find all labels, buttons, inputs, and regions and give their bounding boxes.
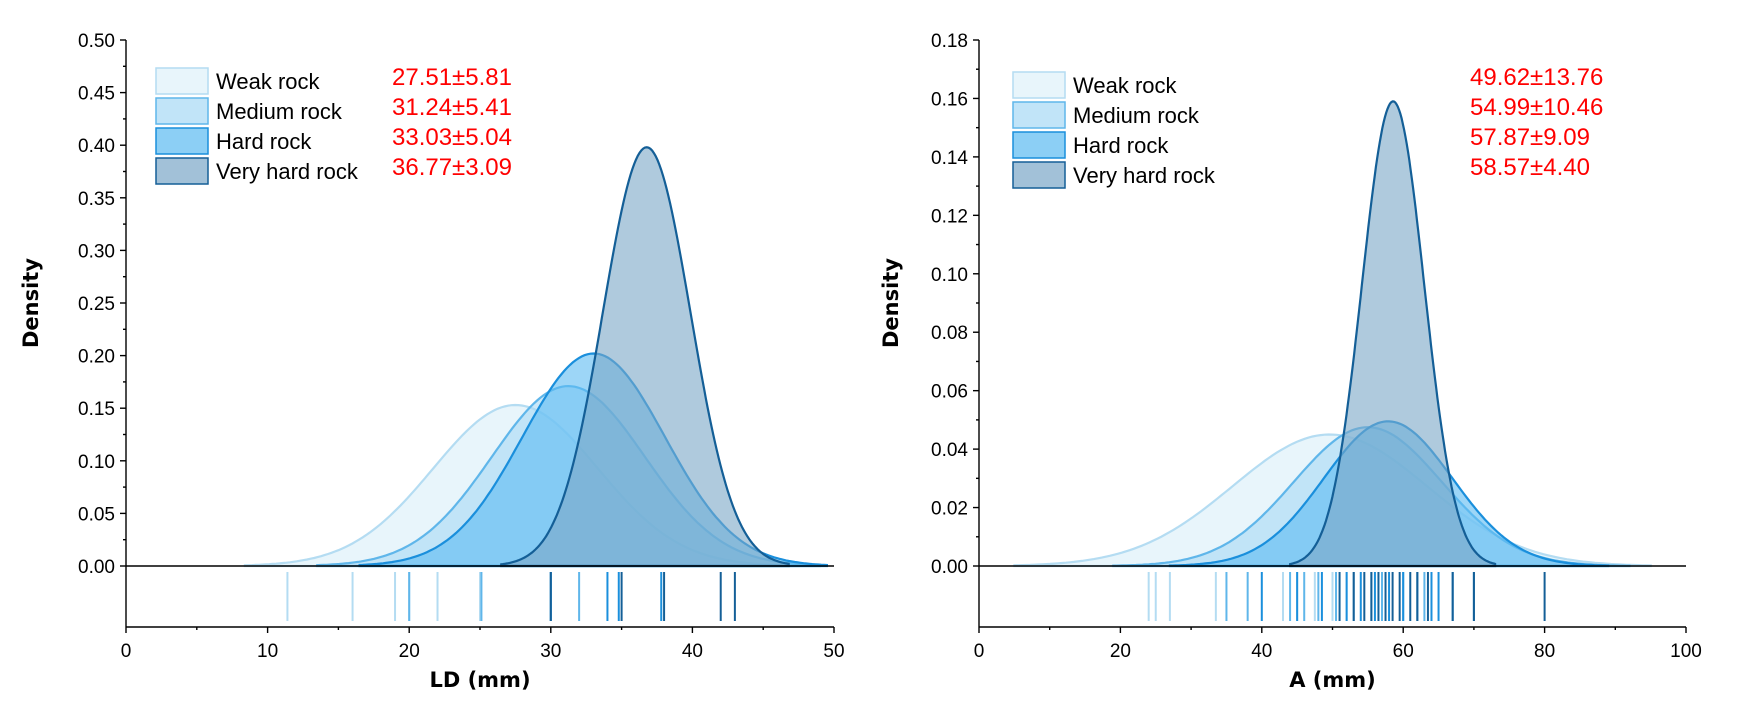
y-tick-label: 0.50 [78,31,115,52]
y-tick-label: 0.00 [78,557,115,578]
y-tick-label: 0.02 [931,499,968,520]
stat-label-medium: 31.24±5.41 [392,94,512,121]
y-axis-title: Density [19,258,43,348]
x-tick-label: 100 [1670,641,1702,662]
density-area-veryhard [1289,100,1497,568]
legend-label-hard: Hard rock [1073,133,1169,158]
y-tick-label: 0.10 [78,452,115,473]
legend-label-medium: Medium rock [1073,103,1200,128]
y-tick-label: 0.18 [931,31,968,52]
x-tick-label: 40 [682,641,703,662]
y-tick-label: 0.25 [78,294,115,315]
stat-label-weak: 27.51±5.81 [392,64,512,91]
chart-panel-ld: 0.00 0.05 0.10 0.15 0.20 0.25 0.30 0.35 0.40 0.45… [19,31,845,692]
legend-label-medium: Medium rock [216,99,343,124]
x-tick-label: 80 [1534,641,1555,662]
rug-plot [1147,572,1546,621]
legend: Weak rock Medium rock Hard rock Very hard r… [155,67,359,185]
legend-swatch-medium [155,97,209,125]
x-axis-title: A (mm) [1289,668,1376,692]
legend-swatch-hard [155,127,209,155]
stat-label-weak: 49.62±13.76 [1470,64,1603,91]
x-tick-labels: 0 20 40 60 80 100 [974,627,1702,662]
density-area-veryhard [500,146,790,568]
legend-swatch-veryhard [155,157,209,185]
stat-label-medium: 54.99±10.46 [1470,94,1603,121]
x-tick-labels: 0 10 20 30 40 50 [121,627,845,662]
y-tick-label: 0.08 [931,323,968,344]
y-tick-label: 0.30 [78,241,115,262]
y-tick-label: 0.35 [78,189,115,210]
y-tick-label: 0.20 [78,347,115,368]
legend-label-weak: Weak rock [1073,73,1178,98]
y-tick-label: 0.00 [931,557,968,578]
y-tick-label: 0.45 [78,84,115,105]
legend-swatch-hard [1012,131,1066,159]
stats-annotations: 27.51±5.81 31.24±5.41 33.03±5.04 36.77±3.09 [392,64,512,181]
stat-label-hard: 57.87±9.09 [1470,124,1590,151]
x-tick-label: 0 [974,641,985,662]
stat-label-veryhard: 36.77±3.09 [392,154,512,181]
x-tick-label: 10 [257,641,278,662]
y-tick-label: 0.06 [931,382,968,403]
legend-label-veryhard: Very hard rock [216,159,359,184]
stat-label-veryhard: 58.57±4.40 [1470,154,1590,181]
y-tick-label: 0.12 [931,206,968,227]
x-tick-label: 40 [1251,641,1272,662]
legend-swatch-medium [1012,101,1066,129]
y-tick-labels: 0.00 0.05 0.10 0.15 0.20 0.25 0.30 0.35 0.40 0.45… [78,31,126,578]
legend-label-weak: Weak rock [216,69,321,94]
x-axis-title: LD (mm) [429,668,530,692]
x-tick-label: 30 [540,641,561,662]
chart-panel-a: 0.00 0.02 0.04 0.06 0.08 0.10 0.12 0.14 0.16 0.18… [879,31,1702,692]
x-tick-label: 20 [399,641,420,662]
density-curves [1013,100,1652,568]
y-tick-label: 0.15 [78,399,115,420]
legend-swatch-weak [1012,71,1066,99]
y-axis-title: Density [879,258,903,348]
x-tick-label: 60 [1393,641,1414,662]
y-tick-label: 0.40 [78,136,115,157]
legend: Weak rock Medium rock Hard rock Very hard r… [1012,71,1216,189]
x-tick-label: 50 [823,641,844,662]
x-tick-label: 0 [121,641,132,662]
y-tick-label: 0.04 [931,440,968,461]
y-tick-label: 0.16 [931,89,968,110]
density-curves [243,146,828,568]
legend-swatch-weak [155,67,209,95]
legend-label-veryhard: Very hard rock [1073,163,1216,188]
y-tick-label: 0.14 [931,148,968,169]
legend-swatch-veryhard [1012,161,1066,189]
x-tick-label: 20 [1110,641,1131,662]
y-tick-label: 0.10 [931,265,968,286]
y-tick-labels: 0.00 0.02 0.04 0.06 0.08 0.10 0.12 0.14 0.16 0.18 [931,31,979,578]
legend-label-hard: Hard rock [216,129,312,154]
y-tick-label: 0.05 [78,504,115,525]
rug-plot [286,572,736,621]
stats-annotations: 49.62±13.76 54.99±10.46 57.87±9.09 58.57±4.… [1470,64,1603,181]
stat-label-hard: 33.03±5.04 [392,124,512,151]
